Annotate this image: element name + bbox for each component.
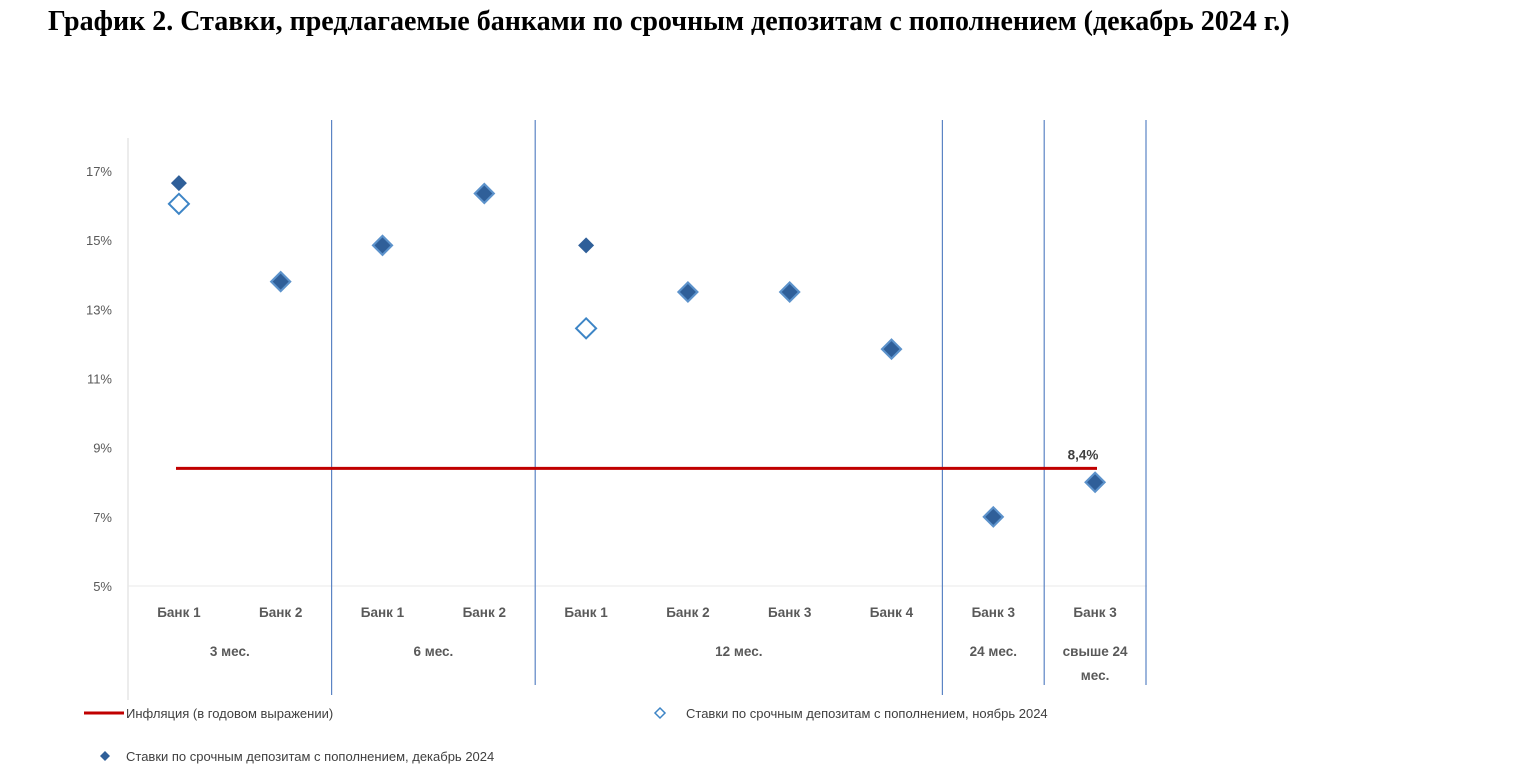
- legend-dec-swatch: [100, 751, 110, 761]
- chart-title: График 2. Ставки, предлагаемые банками п…: [48, 6, 1290, 37]
- dec-point: [170, 175, 187, 192]
- group-label: 6 мес.: [413, 644, 453, 659]
- category-label: Банк 3: [972, 605, 1016, 620]
- dec-point: [578, 237, 595, 254]
- y-tick-label: 17%: [86, 164, 112, 179]
- category-label: Банк 3: [1073, 605, 1117, 620]
- category-label: Банк 4: [870, 605, 914, 620]
- category-label: Банк 2: [259, 605, 302, 620]
- y-tick-label: 15%: [86, 233, 112, 248]
- dec-point: [476, 185, 493, 202]
- dec-point: [272, 273, 289, 290]
- y-tick-label: 7%: [93, 510, 112, 525]
- category-label: Банк 2: [463, 605, 506, 620]
- dec-point: [374, 237, 391, 254]
- group-label: 24 мес.: [970, 644, 1017, 659]
- dec-point: [781, 284, 798, 301]
- y-tick-label: 13%: [86, 302, 112, 317]
- category-label: Банк 1: [361, 605, 405, 620]
- dec-point: [883, 341, 900, 358]
- legend-nov-swatch: [653, 706, 667, 720]
- inflation-data-label: 8,4%: [1068, 447, 1099, 462]
- legend-dec-label: Ставки по срочным депозитам с пополнение…: [126, 749, 494, 764]
- nov-point: [574, 316, 598, 340]
- y-tick-label: 9%: [93, 441, 112, 456]
- category-label: Банк 2: [666, 605, 709, 620]
- y-tick-label: 11%: [87, 372, 112, 387]
- y-tick-label: 5%: [93, 579, 112, 594]
- legend-inflation-label: Инфляция (в годовом выражении): [126, 706, 333, 721]
- dec-point: [985, 508, 1002, 525]
- group-label: 12 мес.: [715, 644, 762, 659]
- category-label: Банк 3: [768, 605, 812, 620]
- category-label: Банк 1: [157, 605, 201, 620]
- nov-point: [167, 192, 191, 216]
- dec-point: [679, 284, 696, 301]
- dec-point: [1087, 474, 1104, 491]
- group-label: 3 мес.: [210, 644, 250, 659]
- legend-nov-label: Ставки по срочным депозитам с пополнение…: [686, 706, 1048, 721]
- category-label: Банк 1: [564, 605, 608, 620]
- group-label: свыше 24 мес.: [1063, 644, 1128, 683]
